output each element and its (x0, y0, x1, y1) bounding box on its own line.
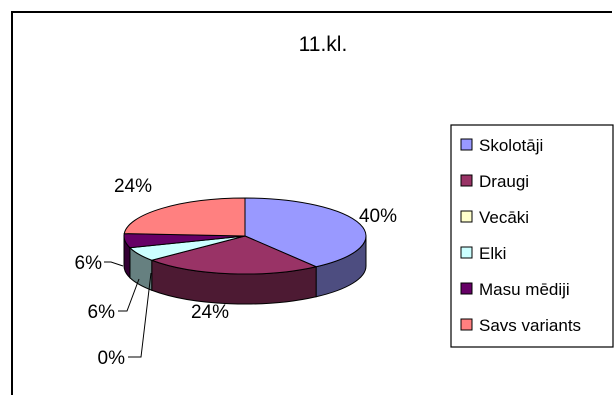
data-label-elki: 6% (88, 302, 116, 323)
data-label-draugi: 24% (191, 302, 229, 323)
legend-label-elki: Elki (479, 244, 506, 263)
legend-label-masu-m-diji: Masu mēdiji (479, 280, 570, 299)
chart-title: 11.kl. (299, 33, 348, 56)
legend: Skolotāji Draugi Vecāki Elki Masu mēdiji Savs… (450, 124, 614, 348)
leader-line-elki (118, 278, 140, 312)
leader-lines (104, 261, 152, 358)
pie-slice-draugi (150, 235, 318, 275)
legend-label-savs-variants: Savs variants (479, 316, 581, 335)
pie-slice-savs-variants (123, 197, 246, 237)
data-label-savs-variants: 24% (114, 176, 152, 197)
leader-line-masu-m-diji (104, 261, 124, 267)
data-label-vec-ki: 0% (98, 348, 126, 369)
legend-swatch-elki (460, 246, 473, 259)
data-label-skolot-ji: 40% (359, 206, 397, 227)
legend-swatch-masu-m-diji (460, 282, 473, 295)
data-labels: 40% 24% 0% 6% 6% 24% (75, 176, 398, 369)
legend-box (450, 124, 614, 348)
legend-swatch-skolot-ji (460, 138, 473, 151)
pie-top (123, 197, 367, 275)
legend-label-vec-ki: Vecāki (479, 208, 529, 227)
leader-line-vec-ki (128, 272, 152, 358)
pie-slice-skolot-ji (244, 197, 367, 268)
legend-label-skolot-ji: Skolotāji (479, 136, 543, 155)
legend-swatch-vec-ki (460, 210, 473, 223)
legend-swatch-draugi (460, 174, 473, 187)
legend-label-draugi: Draugi (479, 172, 529, 191)
data-label-masu-m-diji: 6% (75, 253, 103, 274)
legend-swatch-savs-variants (460, 318, 473, 331)
